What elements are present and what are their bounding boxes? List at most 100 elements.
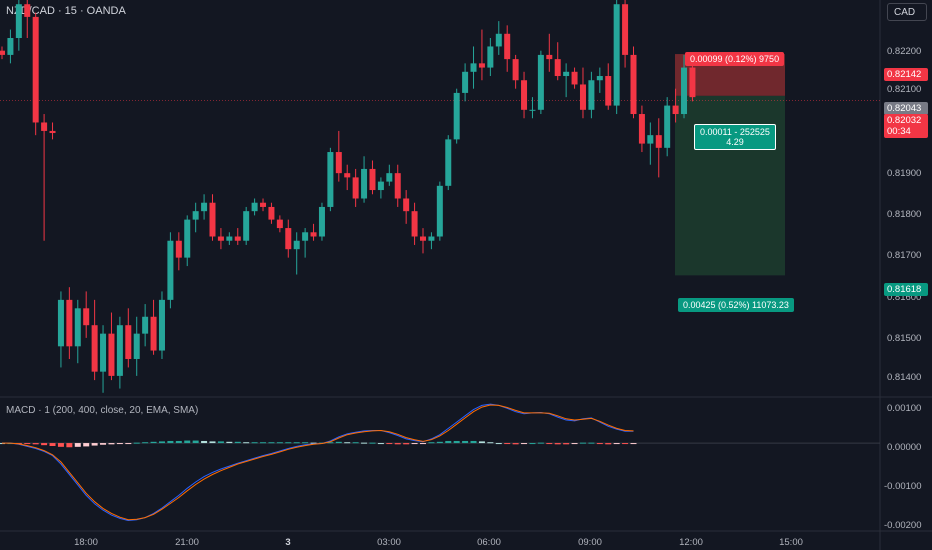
macd-histogram-bar: [251, 442, 258, 444]
candle-body: [546, 54, 553, 60]
macd-histogram-bar: [521, 443, 528, 445]
candle-body: [596, 76, 603, 81]
candle: [24, 0, 31, 39]
candle-body: [386, 173, 393, 182]
macd-histogram-bar: [158, 441, 165, 444]
candle: [327, 147, 334, 212]
candle-body: [293, 240, 300, 250]
candle-body: [369, 168, 376, 191]
candle: [537, 50, 544, 115]
macd-histogram-bar: [596, 443, 603, 445]
candle: [234, 228, 241, 245]
candle-body: [251, 202, 258, 212]
candle-body: [588, 80, 595, 110]
candle-body: [217, 236, 224, 241]
candle: [436, 181, 443, 241]
candle: [571, 67, 578, 89]
candle-body: [571, 71, 578, 85]
candle: [361, 156, 368, 203]
candle-body: [504, 33, 511, 60]
macd-histogram-bar: [453, 440, 460, 444]
candle: [226, 232, 233, 245]
candle-body: [268, 206, 275, 220]
macd-histogram-bar: [462, 440, 469, 444]
candle: [74, 299, 81, 364]
macd-histogram-bar: [133, 442, 140, 444]
candle-body: [175, 240, 182, 258]
candle-body: [361, 168, 368, 199]
macd-histogram-bar: [108, 443, 115, 445]
macd-histogram-bar: [100, 443, 107, 445]
candle-body: [554, 59, 561, 77]
candle: [504, 25, 511, 72]
candle-body: [672, 105, 679, 115]
macd-histogram-bar: [234, 441, 241, 444]
candle-body: [352, 177, 359, 199]
time-axis-label: 18:00: [74, 537, 98, 548]
currency-button[interactable]: CAD: [887, 3, 927, 21]
time-axis-label: 12:00: [679, 537, 703, 548]
candle-body: [335, 152, 342, 174]
candle: [318, 202, 325, 241]
candle-body: [428, 236, 435, 241]
candle: [344, 164, 351, 191]
candle: [91, 299, 98, 381]
target-price-tag: 0.82142: [884, 68, 928, 81]
entry-info-label[interactable]: 0.00011 - 252525 4.29: [694, 124, 776, 150]
candle-body: [133, 333, 140, 359]
macd-histogram-bar: [49, 443, 56, 446]
macd-histogram-bar: [184, 440, 191, 444]
candle-body: [209, 202, 216, 237]
macd-histogram-bar: [394, 443, 401, 445]
candle: [579, 67, 586, 119]
candle: [512, 54, 519, 89]
macd-histogram-bar: [217, 441, 224, 444]
candle-body: [66, 299, 73, 347]
candle: [209, 194, 216, 241]
candle: [453, 88, 460, 144]
candle-body: [7, 38, 14, 55]
candle: [125, 308, 132, 368]
macd-axis-label: 0.00100: [887, 403, 922, 414]
macd-histogram-bar: [386, 443, 393, 445]
macd-histogram-bar: [630, 443, 637, 445]
macd-histogram-bar: [192, 440, 199, 444]
candle: [243, 206, 250, 245]
candle-body: [83, 308, 90, 326]
macd-histogram-bar: [495, 443, 502, 445]
macd-histogram-bar: [209, 441, 216, 444]
candle: [655, 118, 662, 178]
candle: [647, 122, 654, 165]
candle: [293, 232, 300, 275]
candle-body: [142, 316, 149, 334]
macd-histogram-bar: [150, 441, 157, 444]
candle: [403, 190, 410, 224]
macd-histogram-bar: [276, 442, 283, 444]
candle-body: [201, 202, 208, 212]
macd-histogram-bar: [352, 442, 359, 444]
candle: [15, 0, 22, 51]
candle-body: [158, 299, 165, 351]
candle: [192, 202, 199, 233]
candle: [428, 232, 435, 250]
candle-body: [394, 173, 401, 199]
candle-body: [638, 114, 645, 144]
candle: [672, 88, 679, 123]
candle: [302, 228, 309, 258]
macd-histogram-bar: [57, 443, 64, 447]
candle-body: [260, 202, 267, 207]
macd-histogram-bar: [546, 443, 553, 445]
candle: [150, 299, 157, 355]
macd-histogram-bar: [420, 443, 426, 445]
macd-axis-label: 0.00000: [887, 442, 922, 453]
candle-body: [655, 135, 662, 148]
candle: [495, 21, 502, 55]
candle: [369, 160, 376, 195]
macd-axis-label: -0.00100: [884, 481, 922, 492]
candle-body: [605, 76, 612, 106]
macd-indicator-label[interactable]: MACD · 1 (200, 400, close, 20, EMA, SMA): [6, 405, 199, 416]
stop-info-label[interactable]: 0.00425 (0.52%) 11073.23: [678, 298, 794, 312]
target-info-label[interactable]: 0.00099 (0.12%) 9750: [685, 52, 785, 66]
candle-body: [74, 308, 81, 347]
